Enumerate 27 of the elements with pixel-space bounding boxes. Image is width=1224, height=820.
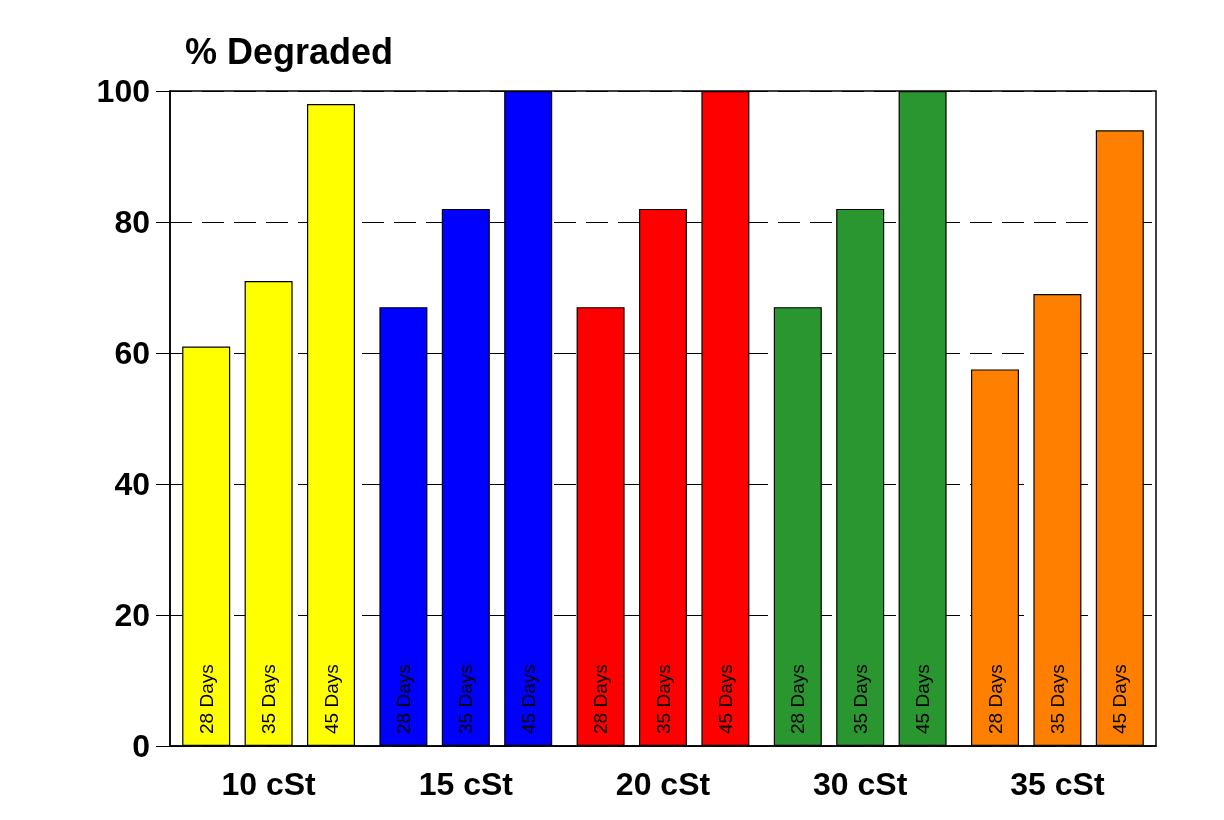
x-tick-label: 10 cSt — [221, 766, 317, 802]
x-tick-label: 15 cSt — [418, 766, 514, 802]
series-label: 28 Days — [195, 664, 217, 734]
text: 45 Days — [1109, 664, 1131, 734]
y-tick-label: 100 — [96, 73, 150, 109]
text: 35 Days — [652, 664, 674, 734]
y-tick-label: 20 — [114, 597, 150, 633]
text: 28 Days — [787, 664, 809, 734]
text: 35 Days — [455, 664, 477, 734]
y-tick-label: 40 — [114, 466, 150, 502]
text: 35 Days — [849, 664, 871, 734]
series-label: 45 Days — [320, 664, 342, 734]
chart-title: % Degraded — [185, 30, 394, 72]
x-tick-label: 20 cSt — [615, 766, 711, 802]
text: 45 Days — [912, 664, 934, 734]
text: 28 Days — [984, 664, 1006, 734]
text: 28 Days — [590, 664, 612, 734]
text: 35 Days — [1046, 664, 1068, 734]
x-tick-label: 35 cSt — [1010, 766, 1105, 802]
text: 28 Days — [392, 664, 414, 734]
x-tick-label: 30 cSt — [813, 766, 908, 802]
series-label: 35 Days — [258, 664, 280, 734]
y-tick-label: 0 — [132, 728, 150, 764]
text: 45 Days — [714, 664, 736, 734]
y-tick-label: 80 — [114, 204, 150, 240]
y-tick-label: 60 — [114, 335, 150, 371]
text: 45 Days — [517, 664, 539, 734]
